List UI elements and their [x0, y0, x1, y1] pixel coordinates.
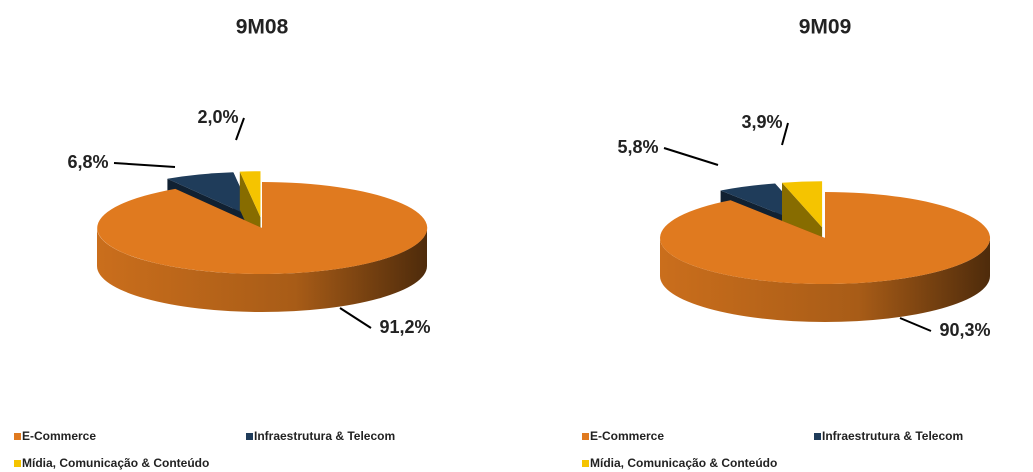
leader-line: [781, 122, 789, 146]
legend-label: E-Commerce: [22, 429, 96, 443]
legend-label: Mídia, Comunicação & Conteúdo: [590, 456, 777, 470]
legend-label: Mídia, Comunicação & Conteúdo: [22, 456, 209, 470]
slice: [167, 172, 255, 218]
chart-title: 9M09: [799, 16, 852, 39]
leader-line: [113, 162, 176, 168]
legend-label: E-Commerce: [590, 429, 664, 443]
slice: [660, 192, 991, 284]
slice-side: [97, 228, 427, 312]
slice: [782, 181, 823, 228]
legend-label: Infraestrutura & Telecom: [822, 429, 963, 443]
value-label: 90,3%: [939, 320, 990, 340]
legend-label: Infraestrutura & Telecom: [254, 429, 395, 443]
legend-swatch: [14, 460, 21, 467]
slice-side: [660, 238, 990, 322]
legend-swatch: [814, 433, 821, 440]
slice: [97, 181, 428, 274]
leader-line: [235, 117, 245, 141]
leader-line: [339, 307, 372, 329]
legend-swatch: [14, 433, 21, 440]
value-label: 5,8%: [617, 137, 658, 157]
legend-swatch: [582, 460, 589, 467]
slice: [239, 171, 261, 218]
legend-swatch: [582, 433, 589, 440]
legend-swatch: [246, 433, 253, 440]
leader-line: [663, 147, 719, 166]
value-label: 2,0%: [197, 107, 238, 127]
chart-title: 9M08: [236, 16, 289, 39]
leader-line: [899, 317, 932, 332]
value-label: 3,9%: [741, 112, 782, 132]
value-label: 6,8%: [67, 152, 108, 172]
value-label: 91,2%: [379, 317, 430, 337]
